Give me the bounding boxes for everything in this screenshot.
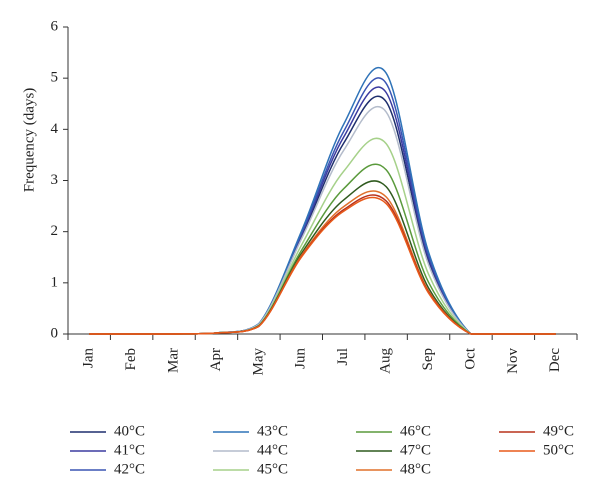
legend-label: 46°C xyxy=(400,423,431,439)
y-tick-label: 2 xyxy=(51,223,59,239)
plot-area xyxy=(89,66,556,335)
x-tick-label: Mar xyxy=(165,348,181,373)
x-tick-label: Sep xyxy=(420,348,436,371)
y-tick-label: 4 xyxy=(51,121,59,137)
y-tick-label: 0 xyxy=(51,325,59,341)
y-tick-label: 5 xyxy=(51,70,59,86)
y-tick-label: 3 xyxy=(51,172,59,188)
x-tick-label: Jun xyxy=(293,348,309,369)
legend-label: 42°C xyxy=(114,461,145,477)
x-tick-label: Apr xyxy=(208,348,224,371)
legend-label: 43°C xyxy=(257,423,288,439)
y-axis-label: Frequency (days) xyxy=(21,88,37,193)
series-line xyxy=(89,163,556,335)
x-tick-label: Dec xyxy=(547,348,563,372)
series-line xyxy=(89,190,556,335)
legend-label: 45°C xyxy=(257,461,288,477)
x-tick-label: Jan xyxy=(81,348,97,368)
y-tick-label: 6 xyxy=(51,18,59,34)
x-tick-label: Feb xyxy=(123,348,139,371)
legend-label: 41°C xyxy=(114,442,145,458)
x-tick-label: May xyxy=(250,348,266,376)
x-tick-label: Nov xyxy=(505,348,521,374)
legend-label: 48°C xyxy=(400,461,431,477)
legend-label: 49°C xyxy=(543,423,574,439)
legend-label: 44°C xyxy=(257,442,288,458)
series-line xyxy=(89,137,556,335)
series-line xyxy=(89,86,556,335)
x-tick-label: Oct xyxy=(462,347,478,369)
series-line xyxy=(89,105,556,335)
x-tick-label: Jul xyxy=(335,348,351,366)
series-line xyxy=(89,196,556,335)
legend-label: 40°C xyxy=(114,423,145,439)
y-tick-label: 1 xyxy=(51,274,59,290)
legend-label: 47°C xyxy=(400,442,431,458)
series-line xyxy=(89,66,556,335)
x-tick-label: Aug xyxy=(378,348,394,374)
legend-label: 50°C xyxy=(543,442,574,458)
